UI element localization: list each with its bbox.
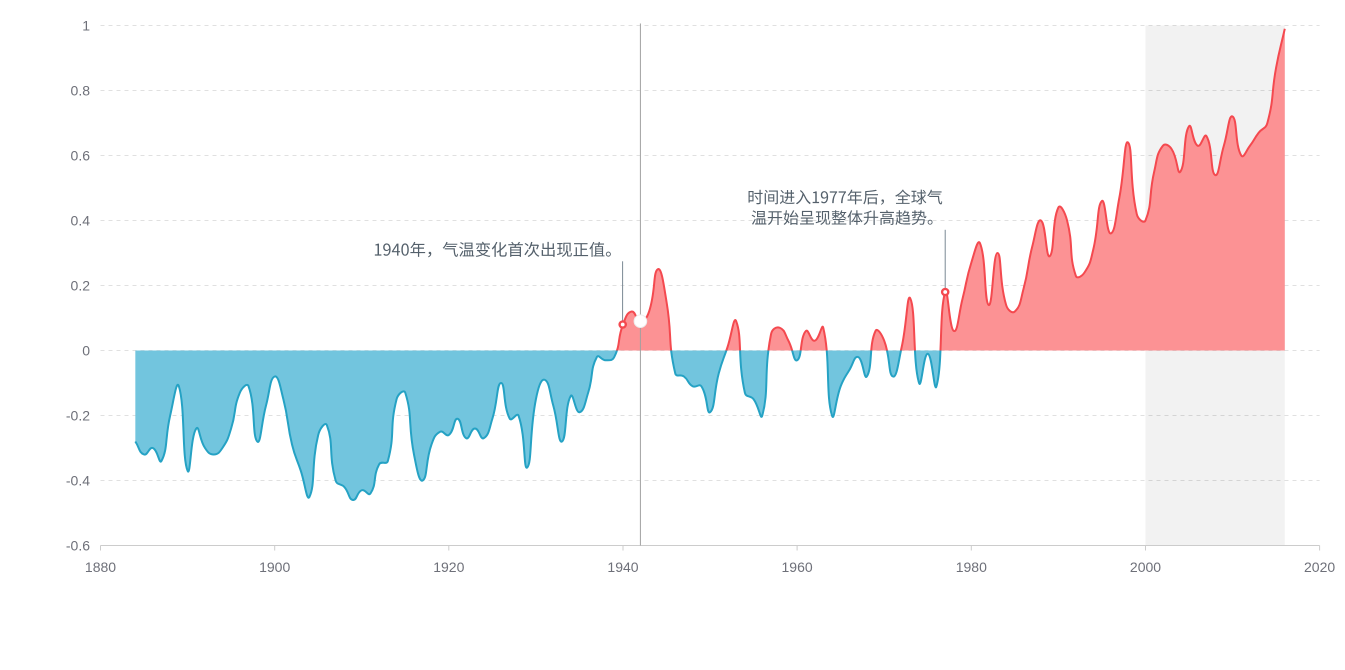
svg-text:-0.2: -0.2 (66, 408, 90, 424)
svg-text:0.6: 0.6 (71, 148, 91, 164)
svg-text:0.4: 0.4 (71, 213, 91, 229)
svg-text:1880: 1880 (85, 559, 116, 575)
svg-text:1960: 1960 (782, 559, 813, 575)
svg-text:0.2: 0.2 (71, 278, 91, 294)
svg-text:1900: 1900 (259, 559, 290, 575)
svg-text:1940: 1940 (607, 559, 638, 575)
svg-text:2000: 2000 (1130, 559, 1161, 575)
svg-text:1920: 1920 (433, 559, 464, 575)
svg-text:1980: 1980 (956, 559, 987, 575)
svg-text:0.8: 0.8 (71, 83, 91, 99)
svg-text:-0.4: -0.4 (66, 473, 90, 489)
svg-text:0: 0 (82, 343, 90, 359)
svg-text:-0.6: -0.6 (66, 538, 90, 554)
svg-text:1: 1 (82, 18, 90, 34)
svg-text:2020: 2020 (1304, 559, 1335, 575)
